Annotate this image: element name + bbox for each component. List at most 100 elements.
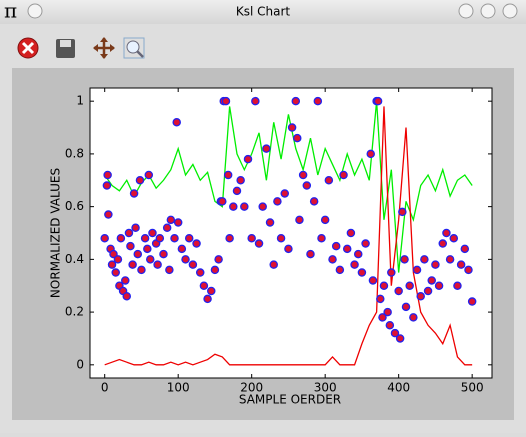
scatter-point [124, 228, 134, 238]
scatter-point [116, 234, 126, 243]
scatter-point [247, 234, 256, 243]
scatter-point [427, 276, 436, 285]
zoom-tool[interactable] [123, 37, 145, 59]
scatter-point [295, 215, 304, 225]
scatter-point [184, 234, 194, 243]
scatter-point [170, 234, 179, 243]
scatter-point [126, 241, 135, 251]
scatter-point [366, 149, 375, 159]
scatter-point [361, 239, 370, 248]
scatter-point [387, 268, 396, 277]
scatter-point [368, 276, 378, 285]
scatter-point [353, 249, 363, 259]
line-series [104, 106, 473, 366]
scatter-point [284, 244, 293, 254]
scatter-point [188, 260, 198, 269]
scatter-point [254, 239, 264, 248]
scatter-point [103, 170, 112, 180]
exit-tool[interactable] [17, 37, 39, 59]
scatter-point [379, 281, 389, 290]
scatter-point [131, 223, 140, 232]
scatter-point [162, 223, 172, 232]
scatter-point [221, 96, 231, 106]
scatter-point [453, 281, 462, 290]
scatter-point [240, 202, 249, 211]
x-axis-label: SAMPLE OERDER [239, 393, 341, 407]
save-tool[interactable] [56, 39, 75, 58]
scatter-point [100, 234, 109, 243]
scatter-point [269, 260, 278, 269]
scatter-point [383, 307, 392, 317]
scatter-point [320, 215, 330, 225]
scatter-point [401, 302, 411, 312]
scatter-point [317, 234, 326, 243]
scatter-point [394, 286, 403, 296]
scatter-point [225, 234, 234, 243]
axes [89, 87, 493, 379]
scatter-point [456, 260, 466, 269]
scatter-point [107, 260, 117, 269]
maximize-button[interactable] [480, 3, 496, 19]
y-axis-label: NORMALIZED VALUES [49, 168, 63, 298]
scatter-point [346, 228, 356, 238]
x-tick-label: 0 [101, 381, 109, 395]
scatter-point [122, 292, 131, 301]
menu-button[interactable] [27, 3, 43, 19]
scatter-point [467, 297, 477, 306]
x-tick-label: 400 [387, 381, 410, 395]
scatter-point [302, 181, 312, 190]
y-tick-label: 0.4 [65, 252, 84, 266]
scatter-point [313, 96, 323, 106]
x-tick-label: 200 [240, 381, 263, 395]
scatter-point [223, 170, 233, 180]
scatter-point [143, 244, 152, 254]
axes [89, 87, 493, 379]
minimize-button[interactable] [458, 3, 474, 19]
scatter-point [376, 294, 385, 304]
scatter-point [342, 244, 352, 254]
scatter-point [192, 239, 201, 248]
scatter-point [155, 234, 165, 243]
scatter-point [434, 281, 444, 290]
scatter-point [287, 123, 297, 132]
scatter-point [395, 334, 405, 343]
scatter-point [177, 244, 187, 254]
scatter-point [159, 249, 168, 259]
scatter-point [153, 260, 162, 269]
scatter-point [148, 228, 157, 238]
scatter-point [390, 328, 400, 338]
toolbar [17, 37, 145, 59]
scatter-point [166, 215, 176, 225]
scatter-point [420, 255, 429, 264]
scatter-point [243, 154, 253, 164]
scatter-point [104, 210, 113, 219]
scatter-point [405, 281, 414, 290]
scatter-point [416, 292, 425, 301]
scatter-point [140, 234, 150, 243]
scatter-point [129, 189, 139, 198]
scatter-point [445, 255, 455, 264]
scatter-point [137, 265, 146, 275]
scatter-point [135, 176, 145, 185]
close-button[interactable] [502, 3, 518, 19]
scatter-point [128, 260, 137, 269]
scatter-point [111, 268, 120, 277]
y-tick-label: 0.2 [65, 305, 84, 319]
scatter-point [273, 197, 282, 206]
scatter-point [236, 176, 245, 185]
scatter-point [203, 294, 212, 304]
x-tick-label: 500 [461, 381, 484, 395]
y-tick-label: 1 [76, 94, 84, 108]
scatter-point [258, 202, 267, 211]
scatter-point [109, 249, 118, 259]
y-tick-label: 0.6 [65, 199, 84, 213]
pan-tool[interactable] [93, 37, 115, 59]
scatter-point [102, 181, 112, 190]
scatter-point [146, 255, 155, 264]
x-tick-label: 100 [167, 381, 190, 395]
scatter-point [133, 249, 143, 259]
scatter-point [291, 96, 301, 106]
scatter-point [292, 133, 302, 143]
window-icon: π [4, 0, 17, 23]
